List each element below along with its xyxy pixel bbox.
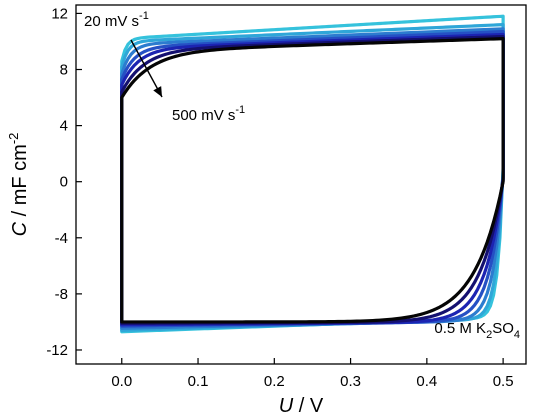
y-axis-unit: / mF cm xyxy=(9,144,31,222)
annotation-electrolyte: 0.5 M K2SO4 xyxy=(434,320,520,341)
x-tick-label: 0.1 xyxy=(188,373,209,390)
y-axis-unit-exponent: -2 xyxy=(6,133,21,145)
y-axis-title: C / mF cm-2 xyxy=(6,133,31,237)
x-tick-label: 0.2 xyxy=(264,373,285,390)
cv-series-50mv xyxy=(120,23,505,332)
cv-series-300mv xyxy=(120,32,505,327)
annotation-500mv: 500 mV s-1 xyxy=(172,104,245,124)
electrolyte-part1: 0.5 M K xyxy=(434,320,486,337)
electrolyte-subscript-2: 4 xyxy=(514,329,520,341)
plot-frame xyxy=(75,4,527,365)
x-tick-label: 0.4 xyxy=(416,373,437,390)
electrolyte-subscript-1: 2 xyxy=(486,329,492,341)
x-tick-label: 0.0 xyxy=(111,373,132,390)
annotation-20mv: 20 mV s-1 xyxy=(84,10,149,30)
y-tick-label: -4 xyxy=(55,230,68,247)
x-axis-variable: U xyxy=(279,395,294,417)
x-tick-label: 0.5 xyxy=(493,373,514,390)
cv-series-500mv xyxy=(120,37,505,324)
y-axis-variable: C xyxy=(9,221,31,236)
cv-series-20mv xyxy=(120,14,505,334)
series-layer xyxy=(120,14,505,334)
annotation-layer: 20 mV s-1 500 mV s-1 0.5 M K2SO4 xyxy=(84,10,520,341)
x-axis-title: U / V xyxy=(279,395,324,417)
cv-series-400mv xyxy=(120,34,505,325)
scan-rate-arrowhead xyxy=(153,86,162,97)
annotation-20mv-exp: -1 xyxy=(139,10,149,22)
x-tick-label: 0.3 xyxy=(340,373,361,390)
y-tick-label: 0 xyxy=(60,174,68,191)
y-tick-label: -8 xyxy=(55,286,68,303)
y-tick-label: 8 xyxy=(60,62,68,79)
annotation-500mv-base: 500 mV s xyxy=(172,107,235,124)
y-tick-label: 4 xyxy=(60,118,68,135)
scan-rate-arrow xyxy=(130,39,163,98)
y-tick-label: 12 xyxy=(51,5,68,22)
x-axis-unit: / V xyxy=(293,395,324,417)
electrolyte-part2: SO xyxy=(492,320,514,337)
cv-series-100mv xyxy=(120,27,505,330)
cv-series-200mv xyxy=(120,30,505,328)
y-tick-label: -12 xyxy=(46,342,68,359)
annotation-500mv-exp: -1 xyxy=(235,104,245,116)
annotation-20mv-base: 20 mV s xyxy=(84,13,139,30)
